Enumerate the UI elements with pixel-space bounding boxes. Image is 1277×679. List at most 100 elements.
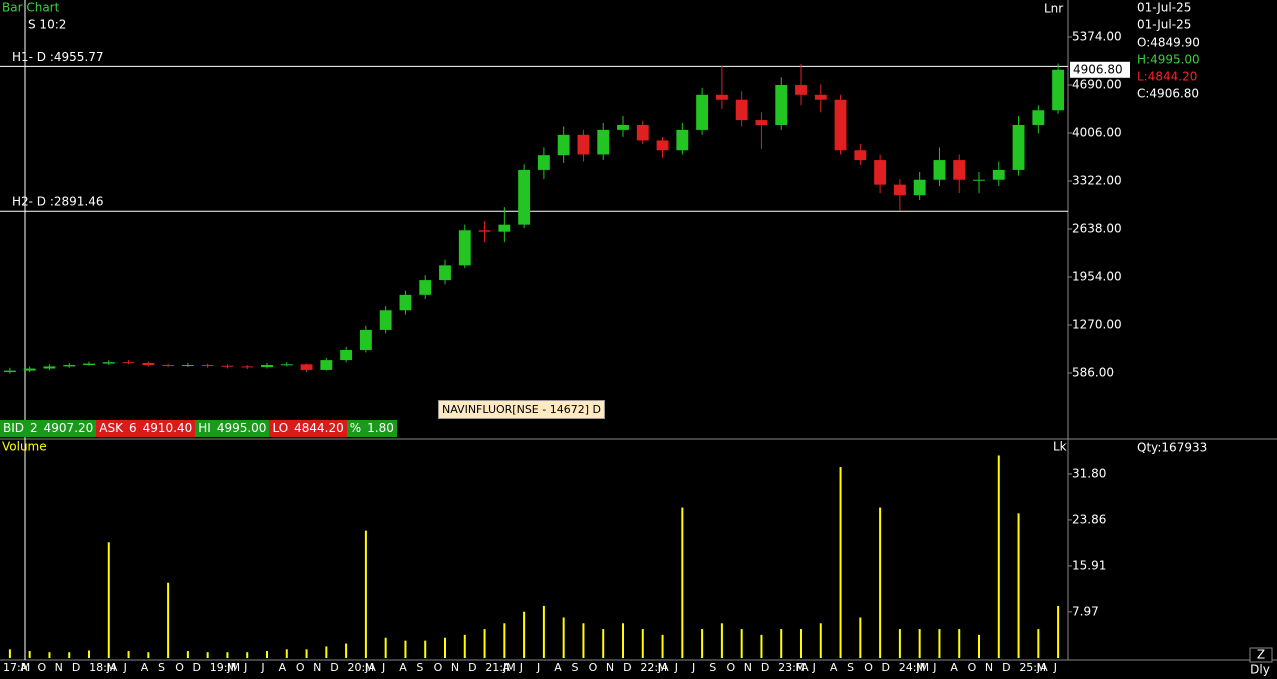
lo: 4844.20 — [291, 420, 347, 437]
volume-bar — [147, 652, 150, 658]
x-tick-label: N — [55, 661, 63, 674]
x-tick-label: 24:JM — [899, 661, 929, 674]
volume-bar — [28, 651, 31, 658]
volume-bar — [819, 623, 822, 658]
x-tick-label: D — [192, 661, 200, 674]
x-tick-label: 22:JA — [640, 661, 669, 674]
volume-bar — [1037, 629, 1040, 658]
volume-bar — [305, 649, 308, 658]
price-body — [537, 155, 550, 170]
volume-bar — [246, 652, 249, 658]
x-tick-label: S — [709, 661, 716, 674]
x-tick-label: M — [227, 661, 237, 674]
zoom-button[interactable] — [1249, 647, 1273, 663]
volume-bar — [444, 637, 446, 658]
price-body — [162, 365, 175, 367]
x-tick-label: J — [260, 661, 264, 674]
price-body — [379, 310, 392, 330]
volume-bar — [780, 629, 783, 658]
price-body — [518, 169, 531, 225]
price-body — [63, 365, 76, 367]
x-tick-label: A — [503, 661, 511, 674]
price-body — [1052, 69, 1065, 111]
price-body — [755, 120, 768, 125]
volume-bar — [740, 629, 743, 658]
x-tick-label: M — [658, 661, 668, 674]
x-tick-label: S — [158, 661, 165, 674]
volume-bar — [226, 652, 229, 658]
price-body — [617, 124, 629, 130]
x-tick-label: A — [399, 661, 407, 674]
volume-bar — [88, 650, 90, 658]
volume-bar — [1017, 513, 1020, 658]
x-tick-label: M — [365, 661, 375, 674]
info-close: C:4906.80 — [1137, 87, 1199, 101]
price-body — [439, 265, 451, 281]
x-tick-label: A — [950, 661, 958, 674]
hi-label: HI — [195, 420, 214, 437]
x-tick-label: A — [141, 661, 149, 674]
price-body — [696, 94, 709, 130]
x-tick-label: M — [1037, 661, 1047, 674]
x-tick-label: O — [726, 661, 735, 674]
ask-qty: 6 — [125, 420, 140, 437]
price-body — [261, 365, 273, 368]
y-tick-label: 23.86 — [1072, 512, 1106, 526]
price-body — [676, 129, 689, 151]
price-body — [3, 370, 16, 373]
x-tick-label: D — [882, 661, 890, 674]
volume-bar — [167, 582, 170, 658]
x-tick-label: N — [744, 661, 752, 674]
last-price-label: 4906.80 — [1073, 62, 1123, 76]
volume-bar — [463, 634, 466, 658]
x-tick-label: 18:JA — [89, 661, 118, 674]
volume-bar — [345, 643, 348, 658]
price-body — [735, 99, 748, 121]
x-tick-label: O — [589, 661, 598, 674]
volume-bar — [384, 637, 387, 658]
price-body — [498, 224, 511, 232]
price-body — [715, 94, 728, 100]
x-tick-label: O — [296, 661, 305, 674]
volume-bar — [186, 651, 189, 658]
x-tick-label: O — [175, 661, 184, 674]
x-tick-label: M — [106, 661, 116, 674]
price-body — [83, 363, 95, 366]
subtitle: S 10:2 — [28, 18, 66, 32]
x-tick-label: J — [812, 661, 816, 674]
period-label[interactable]: Dly — [1250, 663, 1270, 677]
y-tick-label: 586.00 — [1072, 366, 1114, 380]
volume-bar — [661, 634, 664, 658]
price-body — [300, 364, 313, 370]
x-tick-label: O — [864, 661, 873, 674]
volume-bar — [622, 623, 624, 658]
x-tick-label: O — [968, 661, 977, 674]
x-tick-label: 23:FA — [778, 661, 809, 674]
x-tick-label: A — [830, 661, 838, 674]
volume-bar — [404, 640, 407, 658]
ask-label: ASK — [96, 420, 126, 437]
volume-bar — [8, 649, 11, 658]
price-body — [893, 184, 906, 196]
zoom-label[interactable]: Z — [1257, 648, 1265, 662]
info-date: 01-Jul-25 — [1137, 1, 1191, 15]
volume-bar — [879, 507, 882, 658]
price-body — [992, 169, 1005, 180]
price-body — [636, 124, 649, 141]
price-body — [478, 230, 491, 232]
volume-bar — [68, 652, 71, 658]
x-tick-label: M — [795, 661, 805, 674]
volume-bar — [800, 629, 802, 658]
price-body — [577, 134, 590, 155]
price-body — [419, 280, 432, 295]
x-tick-label: D — [623, 661, 631, 674]
x-tick-label: O — [37, 661, 46, 674]
price-body — [775, 84, 788, 125]
y-tick-label: 7.97 — [1072, 604, 1099, 618]
volume-bar — [701, 629, 704, 658]
x-tick-label: A — [20, 661, 28, 674]
pct: 1.80 — [364, 420, 397, 437]
x-tick-label: S — [571, 661, 578, 674]
price-body — [340, 349, 353, 361]
